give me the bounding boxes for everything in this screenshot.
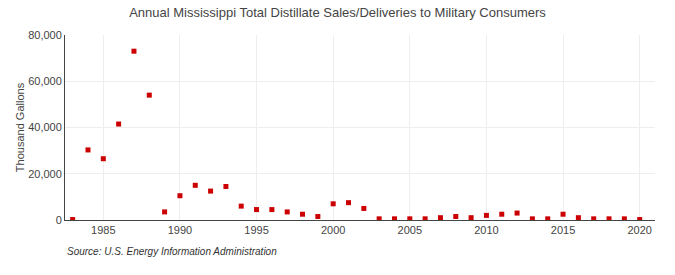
svg-text:0: 0	[56, 214, 62, 226]
svg-text:2000: 2000	[321, 224, 345, 236]
svg-text:1985: 1985	[91, 224, 115, 236]
svg-text:20,000: 20,000	[28, 168, 62, 180]
svg-text:80,000: 80,000	[28, 29, 62, 41]
svg-text:2010: 2010	[474, 224, 498, 236]
svg-text:40,000: 40,000	[28, 121, 62, 133]
svg-text:2005: 2005	[398, 224, 422, 236]
svg-text:1995: 1995	[244, 224, 268, 236]
svg-text:2015: 2015	[551, 224, 575, 236]
svg-text:2020: 2020	[627, 224, 651, 236]
svg-text:60,000: 60,000	[28, 75, 62, 87]
svg-text:Source: U.S. Energy Informatio: Source: U.S. Energy Information Administ…	[67, 246, 277, 257]
svg-text:Annual Mississippi Total Disti: Annual Mississippi Total Distillate Sale…	[129, 5, 546, 20]
svg-text:1990: 1990	[168, 224, 192, 236]
svg-text:Thousand Gallons: Thousand Gallons	[14, 82, 26, 172]
